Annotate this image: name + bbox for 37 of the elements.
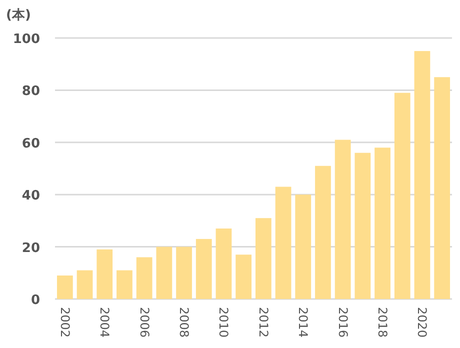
bar <box>394 92 410 299</box>
y-tick-label: 40 <box>22 188 40 204</box>
bar <box>315 166 331 299</box>
y-tick-label: 0 <box>30 293 40 308</box>
x-tick-label: 2014 <box>296 307 310 338</box>
y-tick-label: 20 <box>22 240 40 256</box>
bar <box>136 257 152 299</box>
bar <box>156 246 172 299</box>
bar <box>334 140 351 299</box>
bar <box>176 246 192 299</box>
bar <box>196 238 212 299</box>
y-tick-label: 80 <box>22 84 40 100</box>
x-tick-label: 2002 <box>58 307 72 338</box>
x-tick-label: 2010 <box>216 307 231 338</box>
bar <box>374 148 390 299</box>
bar <box>116 270 132 299</box>
bar <box>275 186 292 299</box>
x-tick-label: 2020 <box>415 307 430 338</box>
bar <box>216 228 232 299</box>
x-tick-label: 2004 <box>98 307 112 338</box>
bar <box>96 249 113 299</box>
x-tick-label: 2006 <box>137 307 152 338</box>
bar <box>56 276 73 299</box>
y-tick-label: 100 <box>12 32 40 47</box>
x-tick-label: 2012 <box>256 307 270 338</box>
bar <box>295 194 312 299</box>
y-tick-label: 60 <box>22 136 40 152</box>
x-tick-label: 2016 <box>336 307 350 338</box>
bar <box>236 254 252 299</box>
y-axis-title: (本) <box>6 8 31 23</box>
x-tick-label: 2018 <box>376 307 390 338</box>
bar <box>434 77 450 299</box>
bar <box>414 51 430 299</box>
bar <box>354 152 371 299</box>
bar <box>255 218 272 299</box>
bar <box>76 270 93 299</box>
x-tick-label: 2008 <box>177 307 192 338</box>
